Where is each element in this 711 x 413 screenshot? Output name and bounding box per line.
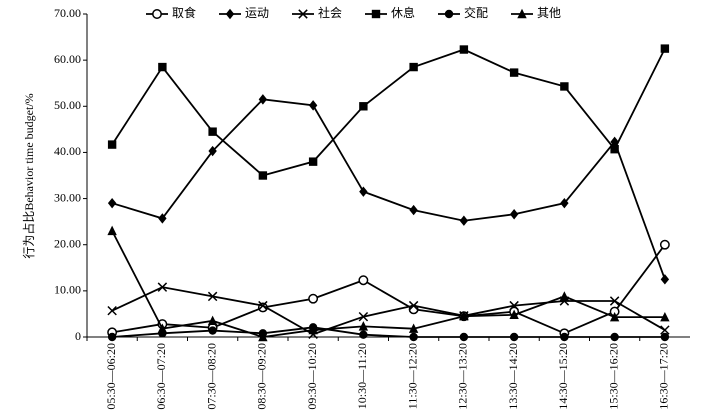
marker	[107, 225, 117, 236]
legend-label: 其他	[537, 6, 561, 20]
x-tick-label: 13:30—14:20	[506, 343, 520, 410]
marker	[359, 330, 368, 339]
marker	[509, 68, 519, 77]
marker	[559, 291, 570, 301]
marker	[660, 311, 670, 322]
marker	[308, 157, 318, 166]
y-axis-label: 行为占比Behavior time budget/%	[21, 93, 36, 258]
marker	[308, 100, 318, 111]
y-tick-label: 10.00	[54, 283, 81, 297]
legend-label: 休息	[391, 5, 415, 20]
y-tick-label: 50.00	[54, 98, 81, 112]
marker	[258, 171, 268, 180]
marker	[107, 332, 117, 342]
marker	[157, 323, 168, 333]
x-tick-label: 16:30—17:20	[657, 343, 671, 410]
marker	[459, 45, 469, 54]
marker	[207, 315, 218, 326]
series-line	[112, 326, 665, 338]
marker	[659, 239, 670, 250]
marker	[509, 309, 519, 320]
x-tick-label: 06:30—07:20	[154, 343, 168, 410]
marker	[610, 144, 619, 154]
legend-label: 取食	[172, 5, 196, 20]
marker	[107, 140, 117, 149]
marker	[225, 8, 235, 20]
marker	[660, 44, 670, 53]
marker	[207, 291, 218, 302]
marker	[409, 332, 418, 342]
marker	[298, 9, 308, 19]
marker	[660, 325, 670, 335]
marker	[208, 145, 217, 157]
marker	[459, 215, 469, 226]
x-tick-label: 15:30—16:20	[606, 343, 620, 410]
x-tick-label: 11:30—12:20	[405, 343, 419, 409]
x-tick-label: 08:30—09:20	[255, 343, 269, 410]
marker	[358, 275, 369, 286]
marker	[560, 197, 569, 209]
marker	[509, 300, 519, 311]
marker	[359, 186, 368, 197]
marker	[660, 274, 670, 285]
marker	[560, 332, 569, 342]
x-tick-label: 12:30—13:20	[456, 343, 470, 410]
marker	[359, 102, 368, 111]
marker	[560, 82, 569, 91]
marker	[308, 324, 318, 335]
marker	[610, 332, 619, 342]
marker	[517, 8, 527, 19]
legend-label: 社会	[318, 5, 342, 20]
marker	[409, 204, 418, 216]
marker	[208, 127, 217, 136]
marker	[308, 293, 319, 304]
series-line	[111, 286, 666, 336]
marker	[409, 62, 418, 72]
marker	[258, 94, 268, 105]
marker	[408, 300, 419, 311]
marker	[158, 62, 167, 72]
x-tick-label: 14:30—15:20	[556, 343, 570, 410]
x-tick-label: 09:30—10:20	[305, 343, 319, 410]
x-tick-label: 07:30—08:20	[204, 343, 218, 410]
marker	[609, 311, 620, 322]
y-tick-label: 20.00	[54, 236, 81, 250]
marker	[408, 323, 419, 333]
marker	[358, 311, 369, 322]
series-line	[111, 230, 665, 338]
marker	[509, 332, 519, 342]
legend-label: 运动	[245, 6, 269, 20]
marker	[660, 332, 670, 342]
y-tick-label: 60.00	[54, 52, 81, 66]
marker	[152, 9, 162, 19]
marker	[444, 9, 454, 19]
marker	[258, 331, 268, 342]
marker	[208, 326, 217, 335]
legend-label: 交配	[464, 5, 488, 20]
series-line	[111, 244, 666, 335]
y-tick-label: 70.00	[54, 6, 81, 20]
marker	[509, 209, 519, 220]
x-tick-label: 10:30—11:20	[355, 343, 369, 409]
marker	[371, 9, 381, 19]
series-line	[111, 98, 666, 280]
series-line	[111, 48, 666, 177]
y-tick-label: 40.00	[54, 144, 81, 158]
marker	[258, 300, 268, 311]
marker	[157, 282, 168, 292]
marker	[358, 321, 369, 331]
marker	[459, 311, 469, 321]
marker	[609, 296, 620, 306]
marker	[107, 305, 117, 316]
y-tick-label: 0	[75, 329, 81, 343]
marker	[107, 197, 117, 209]
marker	[459, 332, 469, 342]
y-tick-label: 30.00	[54, 190, 81, 204]
marker	[158, 213, 167, 224]
x-tick-label: 05:30—06:20	[104, 343, 118, 410]
